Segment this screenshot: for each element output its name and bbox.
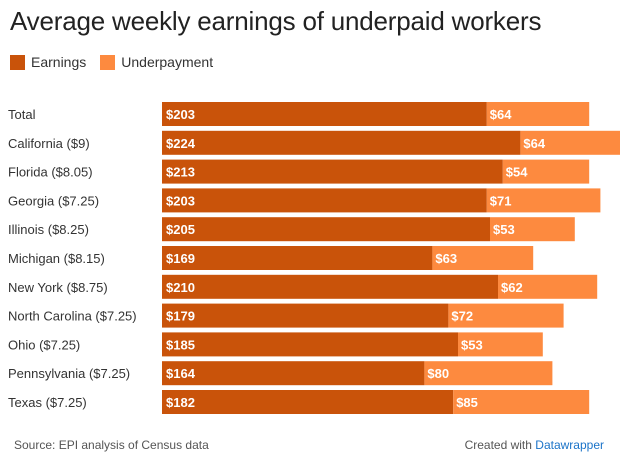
category-label-georgia-7-25: Georgia ($7.25) [8,193,99,208]
underpayment-bar-ohio-7-25 [458,332,543,357]
earnings-value-label: $169 [166,251,195,266]
underpayment-value-label: $64 [490,107,512,122]
earnings-bar-new-york-8-75 [162,274,498,299]
category-label-new-york-8-75: New York ($8.75) [8,280,108,295]
category-label-ohio-7-25: Ohio ($7.25) [8,337,80,352]
earnings-bar-georgia-7-25 [162,188,487,213]
category-label-illinois-8-25: Illinois ($8.25) [8,222,89,237]
earnings-value-label: $203 [166,107,195,122]
underpayment-bar-total [486,102,590,126]
legend-item-earnings: Earnings [10,54,86,70]
category-label-michigan-8-15: Michigan ($8.15) [8,251,105,266]
earnings-value-label: $205 [166,222,195,237]
underpayment-value-label: $53 [461,337,483,352]
earnings-bar-michigan-8-15 [162,246,433,270]
underpayment-bar-pennsylvania-7-25 [424,361,553,386]
legend-label-underpayment: Underpayment [121,54,214,70]
earnings-value-label: $164 [166,366,196,381]
credit-note: Created with Datawrapper [465,438,604,452]
datawrapper-link[interactable]: Datawrapper [535,438,604,452]
earnings-value-label: $213 [166,165,195,180]
underpayment-value-label: $72 [451,309,473,324]
underpayment-bar-california-9 [520,130,620,155]
earnings-bar-florida-8-05 [162,159,503,184]
legend-label-earnings: Earnings [31,54,87,70]
earnings-value-label: $210 [166,280,195,295]
underpayment-value-label: $53 [493,222,515,237]
earnings-bar-ohio-7-25 [162,332,458,357]
underpayment-bar-new-york-8-75 [498,274,598,299]
underpayment-value-label: $54 [506,165,528,180]
source-note: Source: EPI analysis of Census data [14,438,209,452]
category-label-north-carolina-7-25: North Carolina ($7.25) [8,309,137,324]
underpayment-value-label: $63 [435,251,457,266]
category-label-california-9: California ($9) [8,136,90,151]
underpayment-value-label: $62 [501,280,523,295]
category-label-total: Total [8,107,36,122]
underpayment-bar-texas-7-25 [453,390,590,414]
earnings-value-label: $182 [166,395,195,410]
legend-item-underpayment: Underpayment [100,54,213,70]
underpayment-value-label: $71 [490,193,512,208]
category-label-pennsylvania-7-25: Pennsylvania ($7.25) [8,366,130,381]
credit-prefix: Created with [464,438,532,452]
category-label-texas-7-25: Texas ($7.25) [8,395,87,410]
underpayment-bar-florida-8-05 [502,159,590,184]
earnings-swatch [10,54,25,70]
earnings-bar-california-9 [162,130,521,155]
earnings-value-label: $185 [166,337,195,352]
underpayment-bar-illinois-8-25 [490,217,575,242]
earnings-bar-north-carolina-7-25 [162,303,449,328]
chart-title: Average weekly earnings of underpaid wor… [10,6,542,36]
underpayment-bar-georgia-7-25 [486,188,601,213]
earnings-value-label: $203 [166,193,195,208]
earnings-bar-pennsylvania-7-25 [162,361,425,386]
earnings-bar-texas-7-25 [162,390,454,414]
earnings-value-label: $179 [166,309,195,324]
earnings-bar-illinois-8-25 [162,217,490,242]
category-label-florida-8-05: Florida ($8.05) [8,165,93,180]
legend: Earnings Underpayment [10,54,227,70]
underpayment-bar-michigan-8-15 [432,246,534,270]
earnings-bar-total [162,102,487,126]
earnings-value-label: $224 [166,136,196,151]
underpayment-value-label: $80 [427,366,449,381]
underpayment-value-label: $85 [456,395,478,410]
underpayment-value-label: $64 [523,136,545,151]
underpayment-bar-north-carolina-7-25 [448,303,564,328]
underpayment-swatch [100,54,116,70]
